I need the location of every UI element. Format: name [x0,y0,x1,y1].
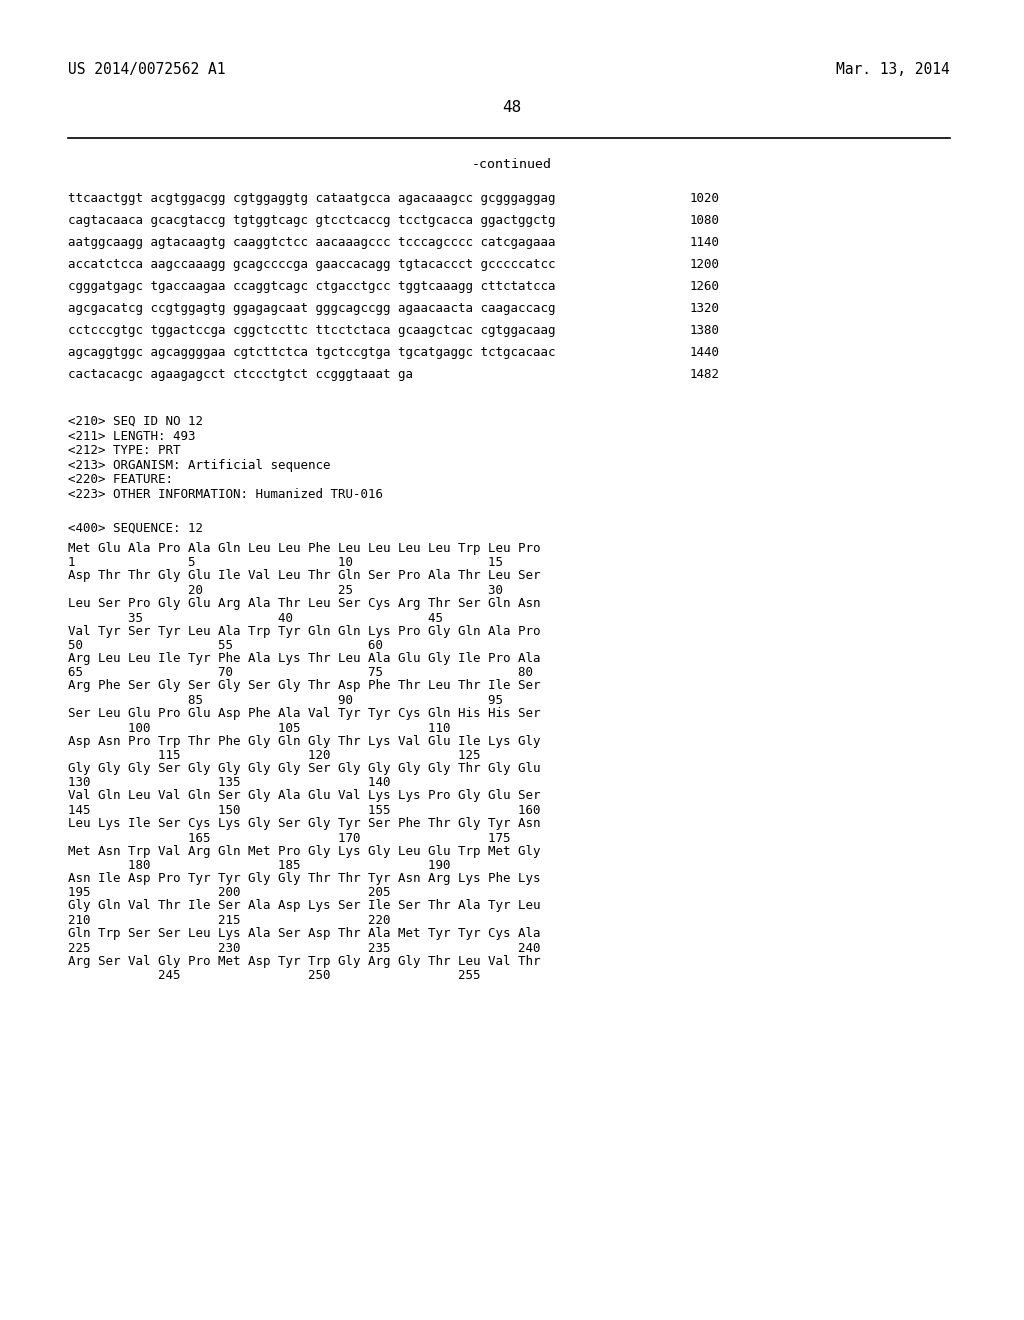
Text: aatggcaagg agtacaagtg caaggtctcc aacaaagccc tcccagcccc catcgagaaa: aatggcaagg agtacaagtg caaggtctcc aacaaag… [68,236,555,249]
Text: <220> FEATURE:: <220> FEATURE: [68,473,173,486]
Text: 1020: 1020 [690,191,720,205]
Text: Arg Phe Ser Gly Ser Gly Ser Gly Thr Asp Phe Thr Leu Thr Ile Ser: Arg Phe Ser Gly Ser Gly Ser Gly Thr Asp … [68,680,541,693]
Text: 35                  40                  45: 35 40 45 [68,611,443,624]
Text: 1482: 1482 [690,368,720,381]
Text: cctcccgtgc tggactccga cggctccttc ttcctctaca gcaagctcac cgtggacaag: cctcccgtgc tggactccga cggctccttc ttcctct… [68,323,555,337]
Text: 50                  55                  60: 50 55 60 [68,639,383,652]
Text: 1140: 1140 [690,236,720,249]
Text: Gln Trp Ser Ser Leu Lys Ala Ser Asp Thr Ala Met Tyr Tyr Cys Ala: Gln Trp Ser Ser Leu Lys Ala Ser Asp Thr … [68,927,541,940]
Text: Ser Leu Glu Pro Glu Asp Phe Ala Val Tyr Tyr Cys Gln His His Ser: Ser Leu Glu Pro Glu Asp Phe Ala Val Tyr … [68,708,541,719]
Text: 195                 200                 205: 195 200 205 [68,887,390,899]
Text: Mar. 13, 2014: Mar. 13, 2014 [837,62,950,77]
Text: 245                 250                 255: 245 250 255 [68,969,480,982]
Text: Leu Ser Pro Gly Glu Arg Ala Thr Leu Ser Cys Arg Thr Ser Gln Asn: Leu Ser Pro Gly Glu Arg Ala Thr Leu Ser … [68,597,541,610]
Text: Met Asn Trp Val Arg Gln Met Pro Gly Lys Gly Leu Glu Trp Met Gly: Met Asn Trp Val Arg Gln Met Pro Gly Lys … [68,845,541,858]
Text: Arg Leu Leu Ile Tyr Phe Ala Lys Thr Leu Ala Glu Gly Ile Pro Ala: Arg Leu Leu Ile Tyr Phe Ala Lys Thr Leu … [68,652,541,665]
Text: 65                  70                  75                  80: 65 70 75 80 [68,667,534,680]
Text: <212> TYPE: PRT: <212> TYPE: PRT [68,444,180,457]
Text: 1260: 1260 [690,280,720,293]
Text: ttcaactggt acgtggacgg cgtggaggtg cataatgcca agacaaagcc gcgggaggag: ttcaactggt acgtggacgg cgtggaggtg cataatg… [68,191,555,205]
Text: -continued: -continued [472,158,552,172]
Text: Leu Lys Ile Ser Cys Lys Gly Ser Gly Tyr Ser Phe Thr Gly Tyr Asn: Leu Lys Ile Ser Cys Lys Gly Ser Gly Tyr … [68,817,541,830]
Text: 85                  90                  95: 85 90 95 [68,694,503,708]
Text: Val Gln Leu Val Gln Ser Gly Ala Glu Val Lys Lys Pro Gly Glu Ser: Val Gln Leu Val Gln Ser Gly Ala Glu Val … [68,789,541,803]
Text: 1               5                   10                  15: 1 5 10 15 [68,557,503,569]
Text: 180                 185                 190: 180 185 190 [68,859,451,873]
Text: <400> SEQUENCE: 12: <400> SEQUENCE: 12 [68,521,203,535]
Text: Arg Ser Val Gly Pro Met Asp Tyr Trp Gly Arg Gly Thr Leu Val Thr: Arg Ser Val Gly Pro Met Asp Tyr Trp Gly … [68,954,541,968]
Text: 1440: 1440 [690,346,720,359]
Text: cactacacgc agaagagcct ctccctgtct ccgggtaaat ga: cactacacgc agaagagcct ctccctgtct ccgggta… [68,368,413,381]
Text: agcgacatcg ccgtggagtg ggagagcaat gggcagccgg agaacaacta caagaccacg: agcgacatcg ccgtggagtg ggagagcaat gggcagc… [68,302,555,315]
Text: 1200: 1200 [690,257,720,271]
Text: 165                 170                 175: 165 170 175 [68,832,511,845]
Text: 225                 230                 235                 240: 225 230 235 240 [68,941,541,954]
Text: 1380: 1380 [690,323,720,337]
Text: Asp Thr Thr Gly Glu Ile Val Leu Thr Gln Ser Pro Ala Thr Leu Ser: Asp Thr Thr Gly Glu Ile Val Leu Thr Gln … [68,569,541,582]
Text: <211> LENGTH: 493: <211> LENGTH: 493 [68,429,196,442]
Text: cagtacaaca gcacgtaccg tgtggtcagc gtcctcaccg tcctgcacca ggactggctg: cagtacaaca gcacgtaccg tgtggtcagc gtcctca… [68,214,555,227]
Text: <210> SEQ ID NO 12: <210> SEQ ID NO 12 [68,414,203,428]
Text: Asp Asn Pro Trp Thr Phe Gly Gln Gly Thr Lys Val Glu Ile Lys Gly: Asp Asn Pro Trp Thr Phe Gly Gln Gly Thr … [68,734,541,747]
Text: 1320: 1320 [690,302,720,315]
Text: cgggatgagc tgaccaagaa ccaggtcagc ctgacctgcc tggtcaaagg cttctatcca: cgggatgagc tgaccaagaa ccaggtcagc ctgacct… [68,280,555,293]
Text: 210                 215                 220: 210 215 220 [68,913,390,927]
Text: US 2014/0072562 A1: US 2014/0072562 A1 [68,62,225,77]
Text: 100                 105                 110: 100 105 110 [68,722,451,734]
Text: 1080: 1080 [690,214,720,227]
Text: Gly Gln Val Thr Ile Ser Ala Asp Lys Ser Ile Ser Thr Ala Tyr Leu: Gly Gln Val Thr Ile Ser Ala Asp Lys Ser … [68,899,541,912]
Text: accatctcca aagccaaagg gcagccccga gaaccacagg tgtacaccct gcccccatcc: accatctcca aagccaaagg gcagccccga gaaccac… [68,257,555,271]
Text: 145                 150                 155                 160: 145 150 155 160 [68,804,541,817]
Text: 48: 48 [503,100,521,115]
Text: Val Tyr Ser Tyr Leu Ala Trp Tyr Gln Gln Lys Pro Gly Gln Ala Pro: Val Tyr Ser Tyr Leu Ala Trp Tyr Gln Gln … [68,624,541,638]
Text: agcaggtggc agcaggggaa cgtcttctca tgctccgtga tgcatgaggc tctgcacaac: agcaggtggc agcaggggaa cgtcttctca tgctccg… [68,346,555,359]
Text: Gly Gly Gly Ser Gly Gly Gly Gly Ser Gly Gly Gly Gly Thr Gly Glu: Gly Gly Gly Ser Gly Gly Gly Gly Ser Gly … [68,762,541,775]
Text: 20                  25                  30: 20 25 30 [68,583,503,597]
Text: <213> ORGANISM: Artificial sequence: <213> ORGANISM: Artificial sequence [68,458,331,471]
Text: Met Glu Ala Pro Ala Gln Leu Leu Phe Leu Leu Leu Leu Trp Leu Pro: Met Glu Ala Pro Ala Gln Leu Leu Phe Leu … [68,543,541,554]
Text: 130                 135                 140: 130 135 140 [68,776,390,789]
Text: 115                 120                 125: 115 120 125 [68,748,480,762]
Text: Asn Ile Asp Pro Tyr Tyr Gly Gly Thr Thr Tyr Asn Arg Lys Phe Lys: Asn Ile Asp Pro Tyr Tyr Gly Gly Thr Thr … [68,873,541,884]
Text: <223> OTHER INFORMATION: Humanized TRU-016: <223> OTHER INFORMATION: Humanized TRU-0… [68,487,383,500]
